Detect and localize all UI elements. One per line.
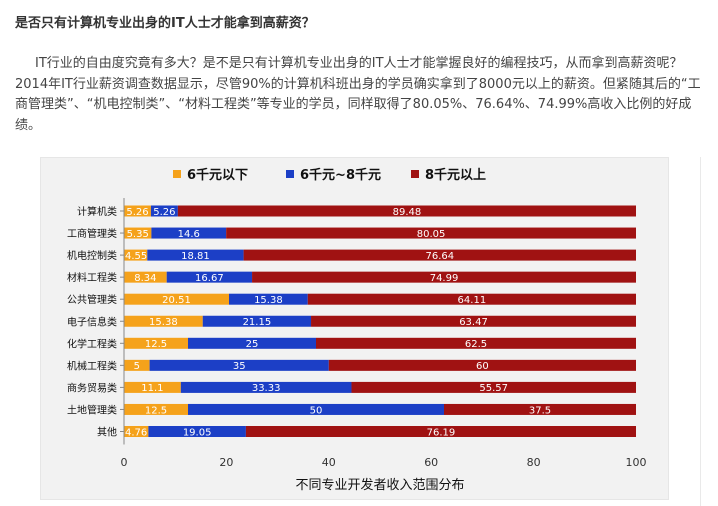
data-label-4-0: 20.51 <box>162 295 191 306</box>
data-label-7-1: 35 <box>233 361 246 372</box>
data-label-5-1: 21.15 <box>243 317 272 328</box>
bar-3-0 <box>124 271 167 283</box>
data-label-1-0: 5.35 <box>127 229 149 240</box>
bar-10-1 <box>148 426 246 437</box>
data-label-0-0: 5.26 <box>126 207 148 218</box>
legend-swatch-1 <box>286 170 294 178</box>
data-label-4-2: 64.11 <box>458 295 487 306</box>
bar-10-2 <box>245 426 636 437</box>
data-label-0-2: 89.48 <box>393 207 422 218</box>
bar-6-1 <box>188 337 316 349</box>
data-label-7-2: 60 <box>476 361 489 372</box>
bar-9-0 <box>124 403 188 415</box>
data-label-5-2: 63.47 <box>459 317 488 328</box>
data-label-10-0: 4.76 <box>125 427 147 438</box>
chart-container: 6千元以下 6千元~8千元 8千元以上计算机类 5.26 5.26 89.48 工商管理类 5… <box>40 157 669 500</box>
category-label-10: 其他 <box>97 426 117 439</box>
bar-0-2 <box>177 205 636 217</box>
bar-0-1 <box>150 205 178 217</box>
bar-6-2 <box>316 337 636 349</box>
bar-6-0 <box>124 337 188 349</box>
x-tick-label-3: 60 <box>424 456 438 469</box>
data-label-9-0: 12.5 <box>145 405 167 416</box>
bar-4-2 <box>307 293 636 305</box>
category-label-8: 商务贸易类 <box>67 381 117 394</box>
bar-5-1 <box>202 315 312 327</box>
bar-2-0 <box>124 249 148 261</box>
data-label-1-1: 14.6 <box>178 229 200 240</box>
x-axis-title: 不同专业开发者收入范围分布 <box>295 477 464 493</box>
bar-1-2 <box>226 227 637 239</box>
bar-9-1 <box>188 403 444 415</box>
category-label-2: 机电控制类 <box>67 249 117 262</box>
bar-7-0 <box>124 359 150 371</box>
category-label-5: 电子信息类 <box>67 315 117 328</box>
legend-label-2: 8千元以上 <box>425 167 486 183</box>
bar-3-2 <box>252 271 636 283</box>
bar-1-0 <box>124 227 152 239</box>
data-label-0-1: 5.26 <box>153 207 175 218</box>
bar-8-0 <box>124 381 181 393</box>
article-title: 是否只有计算机专业出身的IT人士才能拿到高薪资？ <box>15 16 315 31</box>
bar-8-1 <box>180 381 352 393</box>
legend-swatch-2 <box>411 170 419 178</box>
category-label-0: 计算机类 <box>77 205 117 218</box>
category-label-7: 机械工程类 <box>67 359 117 372</box>
bar-2-1 <box>147 249 244 261</box>
bar-9-2 <box>444 403 636 415</box>
x-tick-label-4: 80 <box>527 456 541 469</box>
data-label-3-1: 16.67 <box>195 273 224 284</box>
data-label-6-0: 12.5 <box>145 339 167 350</box>
category-label-6: 化学工程类 <box>67 337 117 350</box>
data-label-3-0: 8.34 <box>134 273 156 284</box>
data-label-6-2: 62.5 <box>465 339 487 350</box>
data-label-8-2: 55.57 <box>479 383 508 394</box>
data-label-2-0: 4.55 <box>125 251 147 262</box>
bar-2-2 <box>243 249 636 261</box>
bar-1-1 <box>151 227 227 239</box>
data-label-9-1: 50 <box>310 405 323 416</box>
data-label-5-0: 15.38 <box>149 317 178 328</box>
category-label-3: 材料工程类 <box>67 271 117 284</box>
data-label-2-2: 76.64 <box>425 251 454 262</box>
bar-3-1 <box>166 271 253 283</box>
bar-7-1 <box>149 359 329 371</box>
data-label-10-2: 76.19 <box>427 427 456 438</box>
bar-10-0 <box>124 426 149 437</box>
data-label-7-0: 5 <box>134 361 140 372</box>
bar-0-0 <box>124 205 151 217</box>
data-label-8-1: 33.33 <box>252 383 281 394</box>
legend-label-0: 6千元以下 <box>187 167 248 183</box>
legend-swatch-0 <box>173 170 181 178</box>
data-label-1-2: 80.05 <box>417 229 446 240</box>
paragraph-text: IT行业的自由度究竟有多大？是不是只有计算机专业出身的IT人士才能掌握良好的编程… <box>15 56 701 133</box>
article-paragraph: IT行业的自由度究竟有多大？是不是只有计算机专业出身的IT人士才能掌握良好的编程… <box>15 54 707 136</box>
bar-7-2 <box>328 359 636 371</box>
data-label-4-1: 15.38 <box>254 295 283 306</box>
bar-8-2 <box>351 381 636 393</box>
bar-5-2 <box>311 315 636 327</box>
bar-4-1 <box>229 293 308 305</box>
x-tick-label-1: 20 <box>219 456 233 469</box>
data-label-2-1: 18.81 <box>181 251 210 262</box>
category-label-9: 土地管理类 <box>67 403 117 416</box>
bar-5-0 <box>124 315 203 327</box>
legend-label-1: 6千元~8千元 <box>300 167 381 183</box>
data-label-3-2: 74.99 <box>430 273 459 284</box>
data-label-10-1: 19.05 <box>183 427 212 438</box>
data-label-9-2: 37.5 <box>529 405 551 416</box>
data-label-6-1: 25 <box>246 339 259 350</box>
x-tick-label-2: 40 <box>322 456 336 469</box>
x-tick-label-5: 100 <box>626 456 647 469</box>
x-tick-label-0: 0 <box>121 456 128 469</box>
right-divider <box>700 157 701 506</box>
data-label-8-0: 11.1 <box>141 383 163 394</box>
bar-4-0 <box>124 293 230 305</box>
category-label-4: 公共管理类 <box>67 293 117 306</box>
category-label-1: 工商管理类 <box>67 227 117 240</box>
